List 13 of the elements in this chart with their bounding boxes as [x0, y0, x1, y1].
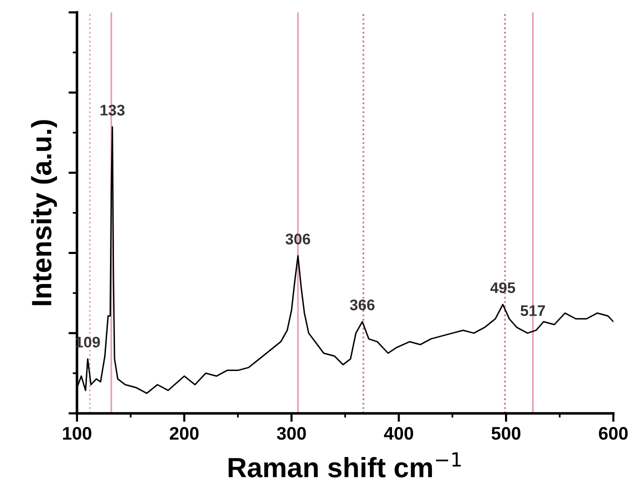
x-tick-label: 400 [384, 426, 414, 440]
x-tick-label: 300 [276, 426, 306, 440]
x-tick-label: 100 [63, 426, 92, 440]
y-axis-title: Intensity (a.u.) [31, 120, 57, 306]
annotation: 517 [520, 305, 545, 316]
annotation: 306 [286, 234, 310, 244]
x-tick-label: 600 [598, 426, 628, 440]
x-axis-title: Raman shift cm$^{−1}$ [228, 452, 461, 478]
annotation: 366 [350, 300, 375, 310]
annotation: 133 [100, 104, 125, 116]
x-tick-label: 500 [492, 426, 520, 440]
annotation: 495 [490, 282, 516, 294]
x-tick-label: 200 [170, 426, 199, 440]
